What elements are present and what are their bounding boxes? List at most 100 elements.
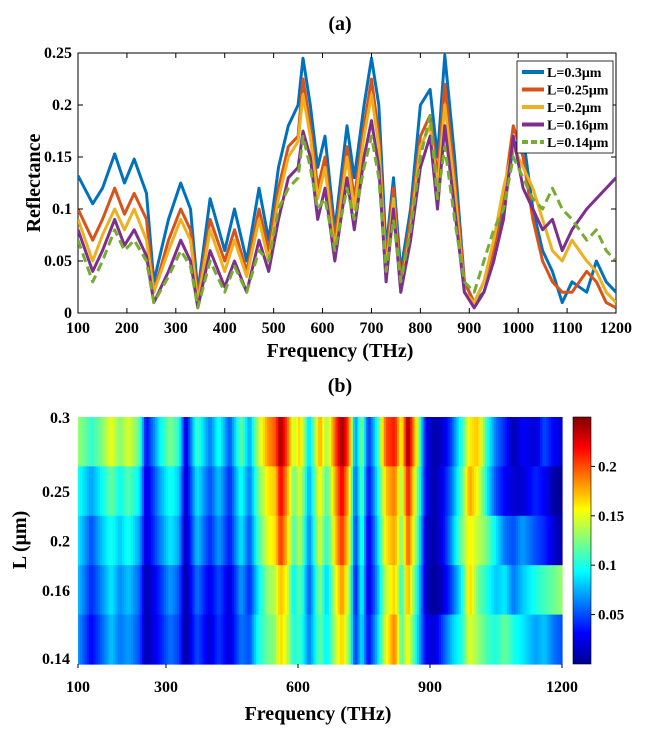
heatmap-cell [172,417,176,467]
heatmap-cell [388,466,391,517]
heatmap-cell [522,417,526,467]
heatmap-cell [251,515,255,566]
heatmap-cell [130,466,134,517]
heatmap-cell [487,417,490,467]
heatmap-cell [207,565,211,616]
heatmap-cell [265,466,268,517]
heatmap-cell [117,466,121,517]
heatmap-cell [115,466,119,517]
heatmap-cell [95,417,99,467]
heatmap-cell [229,614,233,665]
heatmap-cell [271,614,275,665]
heatmap-cell [456,466,460,517]
heatmap-cell [346,466,350,517]
heatmap-cell [166,565,169,616]
heatmap-cell [350,466,354,517]
heatmap-cell [443,417,446,467]
heatmap-cell [84,466,88,517]
heatmap-cell [119,466,123,517]
heatmap-cell [207,614,211,665]
heatmap-cell [443,614,446,665]
heatmap-cell [221,614,224,665]
heatmap-cell [434,466,438,517]
heatmap-cell [518,466,521,517]
legend-label-l-0-3-m: L=0.3μm [547,66,602,81]
heatmap-cell [293,466,297,517]
heatmap-cell [256,565,259,616]
heatmap-cell [214,565,218,616]
heatmap-cell [339,417,343,467]
heatmap-cell [542,417,545,467]
heatmap-cell [199,466,202,517]
heatmap-cell [478,466,482,517]
heatmap-cell [245,417,248,467]
heatmap-cell [381,417,385,467]
heatmap-cell [487,565,490,616]
heatmap-cell [408,417,411,467]
heatmap-cell [342,515,345,566]
heatmap-cell [331,515,334,566]
heatmap-cell [467,614,471,665]
heatmap-cell [460,565,464,616]
heatmap-cell [218,614,222,665]
heatmap-cell [183,614,187,665]
heatmap-cell [478,515,482,566]
x-tick-label: 900 [457,320,481,337]
heatmap-cell [280,614,284,665]
heatmap-cell [278,417,281,467]
heatmap-cell [348,614,352,665]
heatmap-cell [383,515,387,566]
heatmap-cell [438,614,442,665]
heatmap-cell [126,417,130,467]
heatmap-cell [463,565,466,616]
heatmap-cell [194,515,198,566]
heatmap-cell [553,417,556,467]
heatmap-cell [487,614,490,665]
heatmap-cell [148,417,152,467]
heatmap-cell [423,466,427,517]
heatmap-cell [276,614,279,665]
heatmap-cell [408,515,411,566]
heatmap-cell [291,565,295,616]
heatmap-cell [498,417,501,467]
heatmap-cell [546,515,550,566]
heatmap-cell [454,417,457,467]
heatmap-cell [546,466,550,517]
heatmap-cell [372,417,376,467]
heatmap-cell [271,515,275,566]
heatmap-cell [542,466,545,517]
heatmap-cell [179,466,182,517]
heatmap-cell [300,417,303,467]
heatmap-cell [236,614,240,665]
heatmap-cell [232,614,235,665]
heatmap-cell [357,417,361,467]
heatmap-cell [353,614,356,665]
heatmap-cell [317,614,321,665]
heatmap-cell [84,417,88,467]
heatmap-cell [205,515,209,566]
heatmap-cell [295,515,299,566]
heatmap-cell [359,515,363,566]
heatmap-cell [425,565,429,616]
heatmap-cell [434,417,438,467]
heatmap-cell [482,417,486,467]
heatmap-cell [381,466,385,517]
heatmap-cell [258,466,262,517]
heatmap-cell [344,466,347,517]
heatmap-cell [507,614,510,665]
heatmap-cell [432,417,435,467]
heatmap-cell [234,466,237,517]
heatmap-cell [93,515,97,566]
heatmap-cell [126,466,130,517]
heatmap-cell [375,515,378,566]
heatmap-cell [370,515,374,566]
heatmap-cell [443,515,446,566]
heatmap-cell [504,614,508,665]
heatmap-cell [227,515,231,566]
legend-label-l-0-2-m: L=0.2μm [547,101,602,116]
heatmap-cell [258,565,262,616]
heatmap-cell [170,565,174,616]
heatmap-cell [201,466,204,517]
heatmap-cell [548,515,552,566]
colorbar-ticks: 0.05 0.1 0.15 0.2 [591,459,624,624]
